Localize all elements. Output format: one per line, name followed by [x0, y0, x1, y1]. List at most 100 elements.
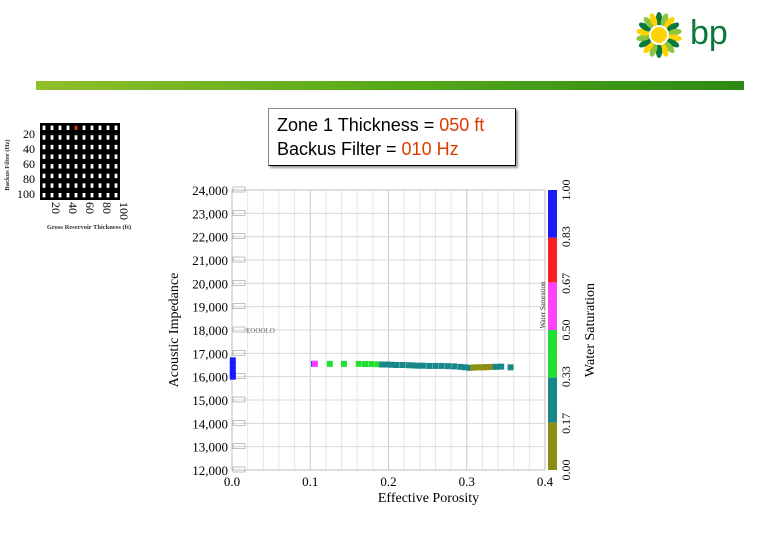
- logo-petal: [660, 43, 669, 57]
- selector-cell: [90, 164, 94, 169]
- data-point: [462, 364, 469, 371]
- data-point: [311, 360, 318, 367]
- data-point: [444, 363, 451, 370]
- selector-cell: [82, 135, 86, 140]
- selector-cell: [106, 154, 110, 159]
- data-point: [498, 363, 505, 370]
- selector-cell: [106, 135, 110, 140]
- y-tick-label: 20,000: [192, 276, 228, 291]
- y-axis-label: Acoustic Impedance: [167, 273, 182, 388]
- selector-cell: [50, 135, 54, 140]
- y-tick-label: 24,000: [192, 183, 228, 198]
- logo-petal: [664, 41, 675, 53]
- colorbar-tick-label: 0.17: [559, 413, 573, 434]
- selector-cell: [98, 183, 102, 188]
- data-point: [432, 362, 439, 369]
- y-tick-marker: [232, 350, 246, 356]
- selector-cell: [106, 192, 110, 198]
- colorbar-tick-label: 0.83: [559, 226, 573, 247]
- selector-cell: [90, 125, 94, 131]
- data-point: [426, 362, 433, 369]
- colorbar-segment: [548, 330, 557, 378]
- selector-cell: [50, 144, 54, 150]
- title-box: Zone 1 Thickness = 050 ft Backus Filter …: [268, 108, 516, 166]
- data-point: [229, 357, 236, 364]
- data-point: [383, 361, 390, 368]
- data-point: [355, 360, 362, 367]
- y-tick-marker: [232, 303, 246, 309]
- selector-cell: [82, 144, 86, 150]
- selector-cell: [98, 144, 102, 150]
- selector-cell: [58, 183, 62, 188]
- data-point: [393, 362, 400, 368]
- zone-thickness-title: Zone 1 Thickness = 050 ft: [277, 115, 485, 135]
- selector-cell: [58, 164, 62, 169]
- selector-cell: [50, 154, 54, 159]
- logo-petal: [655, 12, 663, 26]
- selector-cell: [58, 144, 62, 150]
- selector-cell: [98, 125, 102, 131]
- data-point: [374, 361, 381, 368]
- data-point: [492, 363, 499, 370]
- backus-filter-title: Backus Filter = 010 Hz: [277, 139, 459, 159]
- data-point: [482, 364, 489, 371]
- colorbar-inner-label: Water Saturation: [539, 281, 547, 329]
- selector-cell: [42, 164, 46, 169]
- selector-cell: [58, 173, 62, 179]
- data-point: [415, 362, 422, 369]
- logo-petal: [655, 44, 663, 58]
- selector-cell: [90, 183, 94, 188]
- selector-cell: [82, 192, 86, 198]
- selector-cell: [66, 183, 70, 188]
- colorbar-segment: [548, 190, 557, 238]
- selector-y-tick-label: 100: [17, 187, 35, 201]
- selector-cell-selected: [74, 125, 78, 131]
- y-tick-label: 17,000: [192, 346, 228, 361]
- selector-cell: [114, 192, 118, 198]
- data-point: [479, 364, 486, 371]
- data-point: [229, 366, 236, 373]
- y-tick-label: 16,000: [192, 370, 228, 385]
- selector-cell: [114, 135, 118, 140]
- data-point: [470, 364, 477, 371]
- logo-petal: [643, 17, 654, 29]
- data-point: [340, 360, 347, 367]
- plot-axes: 12,000 13,000 14,000 15,000 16,000 17,000 18,0…: [167, 183, 554, 506]
- data-points: [229, 357, 514, 380]
- data-point: [399, 362, 406, 368]
- selector-cell: [98, 135, 102, 140]
- logo-petal: [666, 22, 680, 32]
- logo-petal: [666, 38, 680, 48]
- selector-cell: [66, 125, 70, 131]
- selector-cell: [50, 173, 54, 179]
- bp-helios-logo-icon: [636, 12, 682, 58]
- selector-cell: [98, 164, 102, 169]
- y-tick-marker: [232, 186, 246, 193]
- selector-cell: [82, 154, 86, 159]
- y-tick-label: 19,000: [192, 300, 228, 315]
- colorbar-segment: [548, 237, 557, 283]
- y-tick-marker: [232, 466, 246, 473]
- logo-petal: [636, 34, 651, 42]
- y-tick-marker: [232, 256, 246, 263]
- selector-cell: [66, 154, 70, 159]
- colorbar-tick-label: 0.00: [559, 460, 573, 481]
- selector-cell: [106, 164, 110, 169]
- data-point: [410, 362, 417, 369]
- selector-cell: [42, 144, 46, 150]
- selector-grid[interactable]: [40, 123, 120, 200]
- selector-cell: [82, 183, 86, 188]
- selector-cell: [66, 135, 70, 140]
- data-point: [405, 362, 412, 369]
- selector-x-tick-label: 20: [49, 202, 63, 214]
- selector-cell: [90, 154, 94, 159]
- selector-cell: [114, 125, 118, 131]
- logo-petal: [638, 38, 652, 48]
- data-point: [326, 360, 333, 367]
- y-tick-marker: [232, 420, 246, 426]
- selector-cell: [58, 125, 62, 131]
- colorbar-tick-label: 0.33: [559, 366, 573, 387]
- selector-y-axis-label: Backus Filter (Hz): [4, 139, 11, 190]
- y-tick-label: 21,000: [192, 253, 228, 268]
